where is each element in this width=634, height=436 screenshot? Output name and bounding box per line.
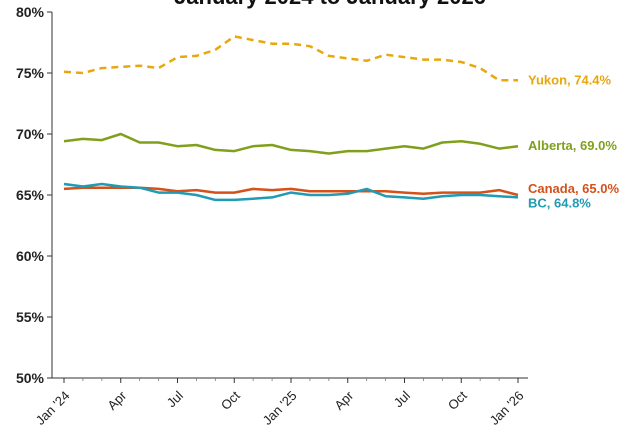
series-end-labels: Yukon, 74.4% Alberta, 69.0% Canada, 65.0%B… (528, 72, 619, 210)
x-tick-label: Jan '25 (260, 388, 300, 428)
chart-title: January 2024 to January 2026 (174, 0, 486, 9)
x-axis-ticks: Jan '24 Apr Jul Oct Jan '25 Apr Jul Oct Jan '26 (33, 378, 527, 428)
x-tick-label: Apr (331, 387, 356, 412)
series-label-yukon: Yukon, 74.4% (528, 72, 612, 87)
series-label-canada: Canada, 65.0% (528, 181, 619, 196)
y-tick-label: 50% (16, 370, 45, 386)
y-tick-label: 75% (16, 65, 45, 81)
series-line-alberta (63, 132, 519, 155)
y-tick-label: 55% (16, 309, 45, 325)
y-tick-label: 60% (16, 248, 45, 264)
y-tick-label: 70% (16, 126, 45, 142)
x-tick-label: Apr (104, 387, 129, 412)
series-label-bc: BC, 64.8% (528, 195, 591, 210)
series-label-alberta: Alberta, 69.0% (528, 138, 617, 153)
x-tick-label: Oct (445, 388, 470, 413)
y-axis-ticks: 50% 55% 60% 65% 70% 75% 80% (16, 4, 52, 386)
y-tick-label: 80% (16, 4, 45, 20)
x-tick-label: Jul (391, 388, 413, 410)
x-tick-label: Oct (218, 388, 243, 413)
x-tick-label: Jan '24 (33, 388, 73, 428)
x-tick-label: Jan '26 (487, 388, 527, 428)
y-tick-label: 65% (16, 187, 45, 203)
series-lines (63, 35, 519, 202)
series-line-bc (63, 182, 519, 202)
series-line-yukon (63, 35, 518, 82)
x-tick-label: Jul (164, 388, 186, 410)
